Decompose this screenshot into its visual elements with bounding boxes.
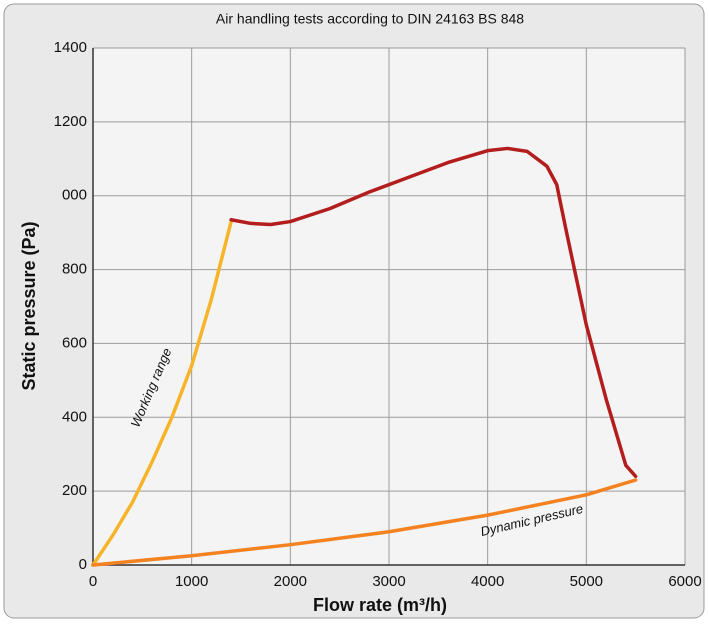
x-tick-label: 2000 — [274, 573, 307, 590]
y-tick-label: 400 — [62, 408, 87, 425]
x-tick-label: 4000 — [471, 573, 504, 590]
y-tick-label: 800 — [62, 261, 87, 278]
x-tick-label: 3000 — [372, 573, 405, 590]
line-series — [229, 146, 638, 479]
y-tick-label: 600 — [62, 334, 87, 351]
x-tick-label: 0 — [89, 573, 97, 590]
line-series — [91, 478, 638, 567]
x-tick-label: 1000 — [175, 573, 208, 590]
y-tick-label: 000 — [62, 187, 87, 204]
x-axis-label: Flow rate (m³/h) — [313, 595, 447, 615]
line-series — [91, 219, 233, 567]
y-axis-label: Static pressure (Pa) — [19, 221, 39, 390]
x-tick-label: 5000 — [570, 573, 603, 590]
chart-title: Air handling tests according to DIN 2416… — [216, 11, 524, 27]
y-tick-label: 1400 — [54, 39, 87, 56]
y-tick-label: 0 — [79, 556, 87, 573]
y-tick-label: 200 — [62, 482, 87, 499]
x-tick-label: 6000 — [668, 573, 701, 590]
y-tick-label: 1200 — [54, 113, 87, 130]
